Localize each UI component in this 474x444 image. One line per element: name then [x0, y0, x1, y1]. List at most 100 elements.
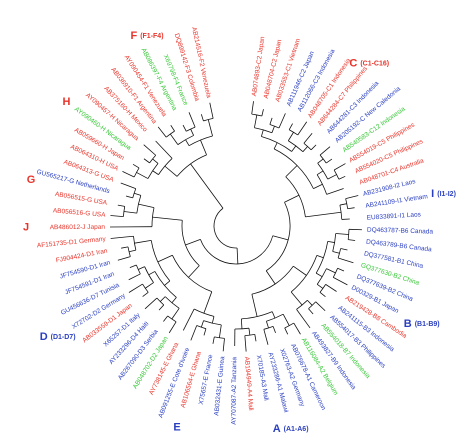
clade-label: H — [62, 96, 70, 108]
branch — [290, 291, 303, 306]
branch — [157, 126, 167, 138]
branch — [128, 249, 136, 253]
branch — [177, 135, 194, 145]
branch — [122, 171, 135, 178]
branch — [303, 132, 313, 144]
branch — [132, 163, 140, 169]
branch — [337, 257, 354, 264]
branch — [155, 140, 173, 159]
branch — [157, 254, 173, 263]
branch — [296, 299, 308, 310]
clade-range: (C1-C16) — [360, 61, 389, 68]
branch — [171, 297, 177, 304]
branch — [332, 268, 338, 278]
branch — [265, 270, 276, 285]
branch — [338, 175, 346, 180]
branch — [263, 329, 269, 345]
clade-name: A — [273, 423, 281, 435]
branch — [266, 321, 269, 329]
branch — [266, 202, 291, 272]
branch — [190, 325, 198, 341]
branch — [123, 211, 137, 214]
branch — [209, 102, 214, 119]
branch — [163, 315, 168, 322]
branch — [272, 235, 289, 241]
branch — [128, 273, 141, 281]
branch — [172, 255, 212, 293]
clade-name: F — [130, 30, 137, 42]
branch — [185, 238, 201, 246]
branch — [149, 154, 157, 164]
branch — [110, 215, 124, 218]
branch — [129, 264, 137, 268]
branch — [125, 195, 133, 199]
branch — [278, 113, 286, 129]
branch — [200, 320, 204, 328]
branch — [182, 308, 195, 331]
branch — [302, 146, 308, 152]
branch — [327, 241, 335, 243]
clade-label: E — [173, 421, 180, 433]
branch — [148, 271, 156, 276]
branch — [182, 124, 187, 132]
leaf-label: X70185-A3 Mali — [255, 355, 270, 402]
branch — [158, 158, 173, 175]
branch — [203, 328, 207, 336]
branch — [313, 183, 323, 189]
branch — [291, 145, 297, 152]
branch — [169, 133, 179, 145]
clade-label: C (C1-C16) — [349, 58, 389, 70]
branch — [138, 203, 155, 209]
branch — [263, 325, 274, 330]
leaf-label: AB486012-J Japan — [50, 224, 106, 231]
branch — [188, 265, 200, 278]
branch — [211, 316, 215, 324]
branch — [138, 266, 145, 270]
branch — [150, 240, 171, 282]
branch — [308, 308, 314, 315]
branch — [152, 216, 183, 221]
clade-label: D (D1-D7) — [40, 331, 76, 343]
branch — [185, 139, 190, 146]
branch — [335, 233, 349, 235]
branch — [316, 284, 324, 289]
branch — [269, 117, 273, 125]
branch — [254, 114, 258, 128]
branch — [200, 114, 204, 122]
branch — [236, 247, 239, 264]
branch — [120, 182, 136, 189]
branch — [158, 304, 165, 311]
branch — [273, 148, 314, 189]
leaf-label: X75657-E France — [198, 354, 215, 406]
branch — [168, 321, 177, 334]
branch — [282, 313, 290, 326]
clade-name: E — [173, 421, 180, 433]
leaf-label: AF151735-D1 Germany — [37, 236, 107, 250]
clade-name: H — [62, 96, 70, 108]
branch — [288, 123, 293, 130]
branch — [316, 170, 324, 176]
clade-range: (D1-D7) — [51, 334, 76, 341]
branch — [271, 311, 276, 319]
clade-range: (F1-F4) — [140, 33, 163, 40]
branch — [316, 255, 324, 259]
branch — [319, 292, 326, 297]
leaf-label: AB056516-G USA — [53, 207, 107, 218]
branch — [200, 139, 207, 155]
branch — [325, 284, 337, 292]
branch — [293, 265, 307, 276]
branch — [134, 239, 152, 244]
branch — [254, 334, 257, 342]
branch — [190, 128, 194, 136]
branch — [315, 301, 326, 312]
branch — [121, 246, 129, 249]
branch — [128, 283, 143, 293]
leaf-label: AB074893-C2 Japan — [251, 36, 266, 97]
leaf-label: AB056515-G USA — [54, 191, 108, 207]
branch — [272, 326, 276, 334]
branch — [307, 300, 313, 306]
clade-name: D — [40, 331, 48, 343]
clade-name: B — [404, 318, 412, 330]
clade-label: F (F1-F4) — [130, 30, 163, 42]
